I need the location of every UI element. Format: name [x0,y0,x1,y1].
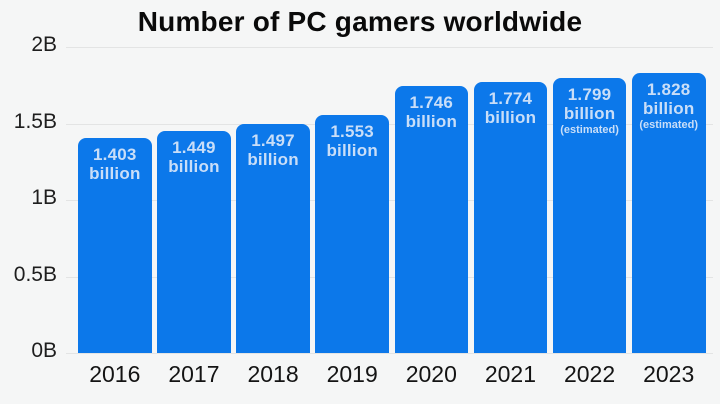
bar-label-2020: 1.746 billion [395,86,469,131]
bar-unit: billion [642,99,695,119]
chart-title: Number of PC gamers worldwide [137,6,583,37]
bar-unit: billion [89,164,141,184]
y-tick-label-1.5B: 1.5B [13,109,57,133]
bar-2019: 1.553 billion [315,115,389,353]
bar-value: 1.553 [330,122,374,142]
bar-value: 1.828 [646,80,691,100]
bar-value: 1.449 [172,138,216,158]
bar-label-2022: 1.799 billion (estimated) [553,78,627,137]
bar-unit: billion [326,141,378,161]
bar-value: 1.799 [567,84,612,104]
bar-unit: billion [247,149,299,169]
x-tick-label-2020: 2020 [405,361,457,387]
x-tick-label-2021: 2021 [484,361,537,387]
bar-note: (estimated) [639,119,699,132]
gridline-0B [66,353,713,354]
bar-label-2019: 1.553 billion [315,115,389,160]
bar-2016: 1.403 billion [78,138,152,353]
x-tick-label-2022: 2022 [563,361,616,387]
y-tick-label-0.5B: 0.5B [13,262,57,286]
bar-label-2016: 1.403 billion [78,138,152,183]
x-tick-label-2018: 2018 [247,361,299,387]
bar-value: 1.746 [409,92,454,112]
bar-2017: 1.449 billion [157,131,231,353]
bar-2020: 1.746 billion [394,85,469,353]
gridline-0.5B [66,276,713,278]
bar-2021: 1.774 billion [473,81,548,353]
gridline-1B [66,200,713,201]
bar-unit: billion [484,107,537,127]
gridline-2B [66,47,713,48]
bar-note: (estimated) [560,123,619,136]
bar-value: 1.403 [93,145,137,165]
x-tick-label-2019: 2019 [326,361,378,387]
bar-label-2023: 1.828 billion (estimated) [632,73,706,132]
bar-label-2018: 1.497 billion [236,124,310,169]
bar-2018: 1.497 billion [236,123,310,353]
bar-label-2021: 1.774 billion [474,82,548,127]
bar-unit: billion [405,111,458,131]
bar-2022: 1.799 billion (estimated) [552,77,627,353]
x-tick-label-2016: 2016 [89,361,141,387]
y-tick-label-2B: 2B [31,33,57,56]
y-tick-label-1B: 1B [31,186,57,209]
gridline-1.5B [66,123,713,125]
x-tick-label-2023: 2023 [643,361,695,387]
x-tick-label-2017: 2017 [168,361,220,387]
bar-unit: billion [563,103,616,123]
y-tick-label-0B: 0B [31,339,57,362]
bar-label-2017: 1.449 billion [157,131,231,176]
bar-value: 1.497 [251,130,295,150]
bar-value: 1.774 [488,88,533,108]
bar-2023: 1.828 billion (estimated) [631,73,706,353]
bar-unit: billion [168,157,220,177]
